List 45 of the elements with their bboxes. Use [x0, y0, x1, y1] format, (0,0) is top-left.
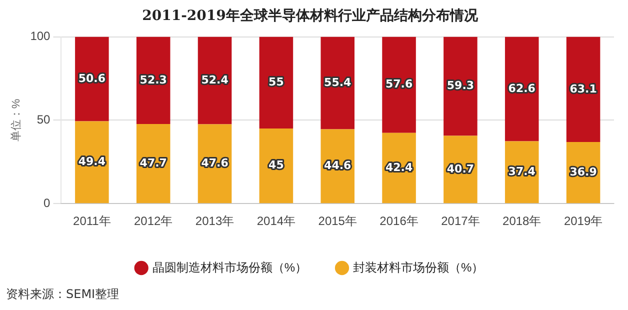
x-tick-label: 2017年	[441, 214, 480, 228]
bar	[75, 36, 109, 122]
y-tick-label: 100	[30, 29, 51, 44]
data-label: 63.1	[570, 82, 597, 96]
x-tick-label: 2016年	[380, 214, 418, 228]
y-axis-title: 单位：%	[10, 98, 23, 142]
data-label: 52.3	[140, 73, 167, 86]
x-tick-label: 2013年	[195, 214, 234, 228]
bar	[259, 36, 294, 129]
bar	[382, 36, 416, 133]
x-tick-label: 2019年	[564, 214, 603, 228]
data-label: 52.4	[201, 73, 229, 86]
data-label: 45	[268, 158, 284, 172]
data-label: 50.6	[78, 72, 106, 85]
legend-label: 封装材料市场份额（%）	[353, 260, 484, 274]
data-label: 57.6	[385, 78, 413, 91]
data-label: 62.6	[508, 82, 536, 95]
data-label: 49.4	[78, 155, 106, 168]
text: 资料来源：SEMI整理	[6, 286, 120, 303]
bar	[320, 36, 354, 130]
data-label: 36.9	[570, 165, 597, 178]
data-label: 55	[268, 76, 284, 89]
bar	[259, 128, 294, 204]
legend-label: 晶圆制造材料市场份额（%）	[152, 260, 307, 274]
bar	[75, 121, 109, 204]
x-tick-label: 2011年	[73, 214, 111, 228]
data-label: 59.3	[446, 79, 474, 92]
data-label: 40.7	[446, 162, 474, 176]
x-tick-label: 2014年	[256, 214, 296, 228]
bar	[320, 129, 354, 204]
y-tick-label: 50	[36, 112, 51, 127]
bar	[504, 36, 539, 142]
x-tick-label: 2018年	[502, 214, 542, 228]
x-tick-label: 2012年	[134, 214, 173, 228]
chart-title: 2011-2019年全球半导体材料行业产品结构分布情况	[142, 7, 479, 24]
data-label: 44.6	[324, 159, 352, 172]
data-label: 55.4	[324, 76, 352, 89]
data-label: 42.4	[385, 160, 413, 174]
data-label: 47.7	[140, 156, 167, 170]
data-label: 47.6	[201, 156, 229, 170]
data-label: 37.4	[508, 165, 536, 178]
x-tick-label: 2015年	[318, 214, 357, 228]
y-tick-label: 0	[44, 196, 51, 210]
bar	[444, 36, 478, 136]
bar	[566, 36, 600, 142]
